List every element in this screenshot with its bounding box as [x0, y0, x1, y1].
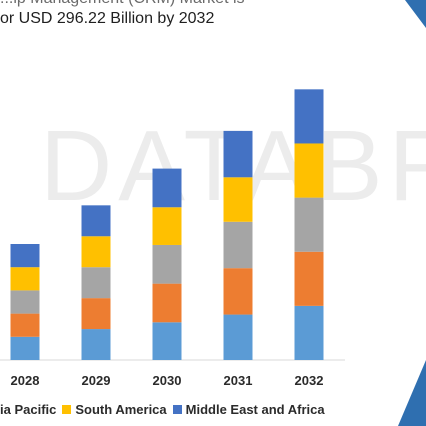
bar-2030-series-4: [152, 168, 182, 208]
bar-2031-series-2: [223, 221, 253, 269]
legend-label: South America: [75, 402, 167, 417]
bar-2029-series-1: [81, 298, 111, 330]
bar-2028-series-2: [10, 290, 40, 314]
x-tick-label-2030: 2030: [153, 373, 182, 388]
bar-2030-series-3: [152, 207, 182, 245]
chart-title-line-2: or USD 296.22 Billion by 2032: [0, 10, 215, 27]
legend-item: South America: [56, 402, 167, 417]
x-tick-label-2029: 2029: [82, 373, 111, 388]
bar-2030-series-0: [152, 322, 182, 360]
bar-2031-series-1: [223, 268, 253, 315]
bar-2029-series-4: [81, 205, 111, 237]
x-tick-label-2031: 2031: [224, 373, 253, 388]
bar-2030-series-1: [152, 283, 182, 323]
corner-accent-bottom: [398, 360, 426, 426]
bar-2030-series-2: [152, 244, 182, 284]
x-tick-labels: 2028 2029 2030 2031 2032: [11, 373, 324, 388]
bar-2032-series-4: [294, 89, 324, 144]
legend-swatch: [172, 405, 182, 414]
legend-label: Middle East and Africa: [185, 402, 325, 417]
bar-2028-series-1: [10, 313, 40, 337]
bar-2032-series-1: [294, 251, 324, 306]
legend-item: Middle East and Africa: [167, 402, 325, 417]
legend-label: ia Pacific: [0, 402, 57, 417]
bar-2028-series-3: [10, 267, 40, 291]
legend-item: ia Pacific: [0, 402, 56, 417]
chart-title-line-1: ...ip Management (CRM) Market is: [0, 0, 245, 8]
bar-2032-series-2: [294, 197, 324, 252]
bar-2028-series-0: [10, 336, 40, 360]
bar-2032-series-0: [294, 305, 324, 360]
bar-2029-series-0: [81, 329, 111, 360]
corner-accent-top: [405, 0, 426, 28]
bar-2032-series-3: [294, 143, 324, 198]
x-tick-label-2032: 2032: [295, 373, 324, 388]
bar-2031-series-4: [223, 130, 253, 178]
bars-group: [10, 89, 324, 360]
bar-2028-series-4: [10, 244, 40, 268]
legend-swatch: [62, 405, 72, 414]
x-tick-label-2028: 2028: [11, 373, 40, 388]
bar-2031-series-3: [223, 177, 253, 222]
bar-2029-series-2: [81, 267, 111, 299]
bar-2031-series-0: [223, 314, 253, 360]
bar-2029-series-3: [81, 236, 111, 268]
legend: ia Pacific South America Middle East and A…: [0, 402, 325, 417]
